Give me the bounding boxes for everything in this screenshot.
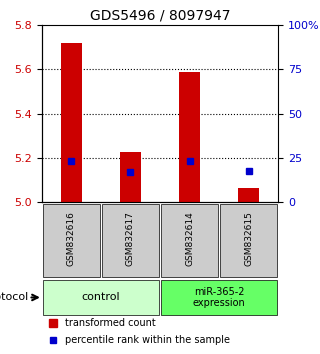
Text: protocol: protocol — [0, 292, 28, 302]
FancyBboxPatch shape — [161, 280, 277, 315]
Text: GSM832616: GSM832616 — [67, 211, 76, 266]
Text: transformed count: transformed count — [65, 318, 156, 328]
Text: control: control — [82, 292, 120, 302]
Bar — [238, 188, 259, 202]
FancyBboxPatch shape — [43, 204, 100, 277]
Text: GSM832614: GSM832614 — [185, 211, 194, 266]
FancyBboxPatch shape — [161, 204, 218, 277]
Text: miR-365-2
expression: miR-365-2 expression — [193, 287, 245, 308]
Text: GSM832615: GSM832615 — [244, 211, 253, 266]
Bar — [61, 42, 82, 202]
Text: GSM832617: GSM832617 — [126, 211, 135, 266]
Bar — [120, 153, 141, 202]
FancyBboxPatch shape — [43, 280, 159, 315]
Bar — [179, 73, 200, 202]
Title: GDS5496 / 8097947: GDS5496 / 8097947 — [90, 8, 230, 22]
FancyBboxPatch shape — [220, 204, 277, 277]
FancyBboxPatch shape — [102, 204, 159, 277]
Text: percentile rank within the sample: percentile rank within the sample — [65, 335, 230, 345]
